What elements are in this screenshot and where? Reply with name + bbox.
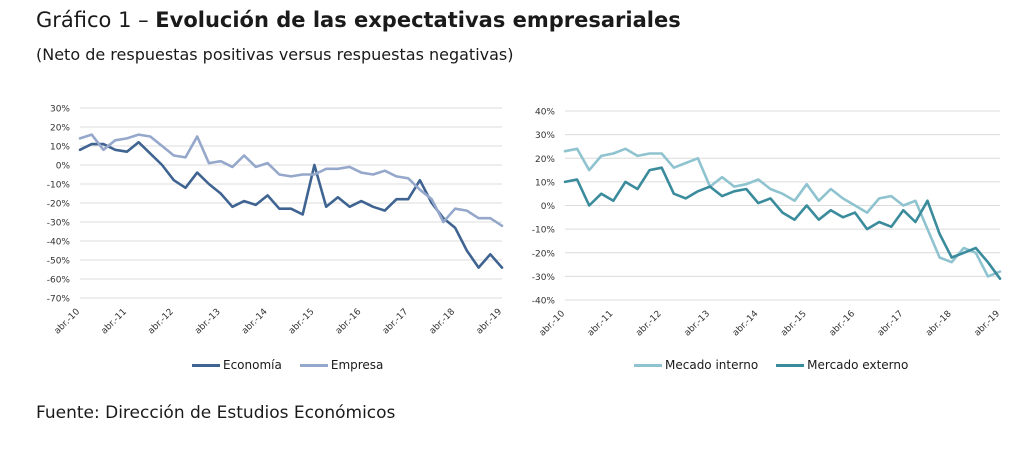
- y-tick-label: -60%: [47, 276, 71, 286]
- x-tick-label: abr.-12: [634, 309, 663, 338]
- x-tick-label: abr.-17: [876, 309, 905, 338]
- legend-swatch: [299, 363, 328, 367]
- x-tick-label: abr.-11: [586, 309, 615, 338]
- x-tick-label: abr.-15: [287, 307, 316, 336]
- x-tick-label: abr.-14: [240, 307, 270, 337]
- legend-item: Mecado interno: [634, 358, 758, 372]
- chart-subtitle: (Neto de respuestas positivas versus res…: [36, 45, 514, 64]
- legend-swatch: [776, 363, 805, 367]
- y-tick-label: 10%: [535, 178, 555, 188]
- y-tick-label: 40%: [535, 108, 555, 118]
- y-tick-label: -20%: [532, 249, 556, 259]
- x-tick-label: abr.-16: [334, 307, 364, 337]
- legend-swatch: [192, 363, 220, 367]
- y-tick-label: -20%: [47, 200, 71, 210]
- chart-title-lead: Gráfico 1 –: [36, 8, 156, 32]
- y-tick-label: 10%: [50, 143, 70, 153]
- x-tick-label: abr.-19: [475, 307, 505, 337]
- legend-item: Economía: [192, 358, 282, 372]
- chart-title: Gráfico 1 – Evolución de las expectativa…: [36, 8, 681, 32]
- y-tick-label: -50%: [47, 257, 71, 267]
- y-tick-label: 20%: [535, 155, 555, 165]
- source-note: Fuente: Dirección de Estudios Económicos: [36, 403, 396, 423]
- y-tick-label: -10%: [47, 181, 71, 191]
- legend-label: Mecado interno: [665, 358, 759, 372]
- y-tick-label: 0%: [541, 202, 556, 212]
- legend-label: Economía: [223, 358, 282, 372]
- x-tick-label: abr.-18: [428, 307, 458, 337]
- chart-mercado: 40% 30% 20% 10% 0% -10% -20% -30% -40% abr.-10 abr…: [532, 108, 1003, 339]
- y-tick-label: 0%: [56, 162, 71, 172]
- y-tick-label: 30%: [535, 131, 555, 141]
- legend-label: Mercado externo: [807, 358, 909, 372]
- legend-item: Empresa: [299, 358, 384, 372]
- series-line-mercado-externo: [563, 166, 1002, 281]
- y-tick-label: 20%: [50, 124, 70, 134]
- x-tick-label: abr.-13: [683, 309, 712, 338]
- x-tick-label: abr.-18: [924, 309, 954, 339]
- y-tick-label: -40%: [47, 238, 71, 248]
- x-tick-label: abr.-16: [828, 309, 858, 339]
- x-tick-label: abr.-10: [53, 307, 83, 337]
- gridlines: [565, 110, 1000, 301]
- x-tick-label: abr.-15: [779, 309, 808, 338]
- y-tick-label: -70%: [47, 295, 71, 305]
- y-tick-label: -10%: [532, 226, 556, 236]
- legend-item: Mercado externo: [776, 358, 908, 372]
- chart-economia-empresa: 30% 20% 10% 0% -10% -20% -30% -40% -50% -60% -70% a…: [47, 105, 505, 337]
- x-tick-label: abr.-13: [193, 307, 222, 336]
- series-line-empresa: [78, 133, 504, 228]
- y-tick-label: -30%: [532, 273, 556, 283]
- y-tick-label: -40%: [532, 297, 556, 307]
- x-tick-label: abr.-17: [381, 307, 410, 336]
- legend-right: Mecado interno Mercado externo: [634, 358, 908, 372]
- y-tick-label: -30%: [47, 219, 71, 229]
- legend-label: Empresa: [330, 358, 384, 372]
- x-tick-label: abr.-19: [973, 309, 1003, 339]
- legend-swatch: [634, 363, 662, 367]
- series-line-mecado-interno: [563, 147, 1002, 278]
- x-tick-label: abr.-12: [146, 307, 175, 336]
- y-tick-label: 30%: [50, 105, 70, 115]
- x-tick-label: abr.-10: [538, 309, 568, 339]
- x-tick-label: abr.-14: [731, 309, 761, 339]
- x-tick-label: abr.-11: [100, 307, 129, 336]
- chart-title-main: Evolución de las expectativas empresaria…: [155, 8, 681, 32]
- series-line-economía: [78, 140, 504, 269]
- legend-left: Economía Empresa: [192, 358, 383, 372]
